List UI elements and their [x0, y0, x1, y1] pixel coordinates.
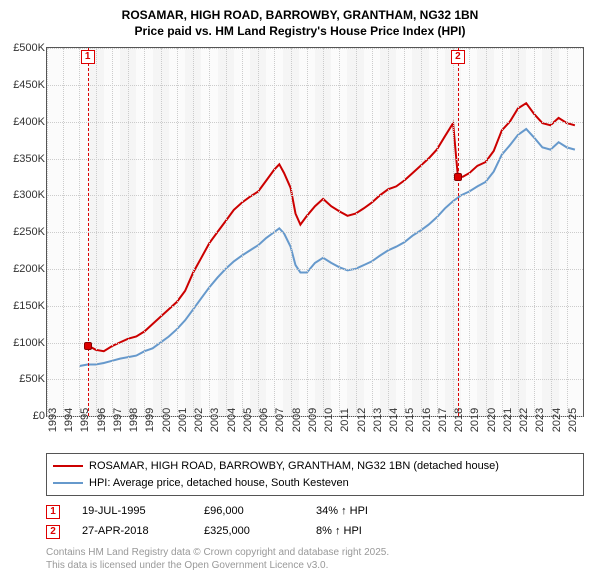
legend-item: HPI: Average price, detached house, Sout…: [53, 475, 577, 492]
y-axis-label: £50K: [19, 373, 45, 385]
y-axis-label: £100K: [13, 337, 45, 349]
x-axis-label: 2001: [177, 408, 189, 432]
y-axis-label: £300K: [13, 189, 45, 201]
marker-box: 1: [81, 50, 95, 64]
series-line: [80, 129, 575, 366]
x-axis-label: 2011: [339, 408, 351, 432]
x-axis-label: 2006: [258, 408, 270, 432]
footnote: Contains HM Land Registry data © Crown c…: [46, 546, 592, 572]
transaction-row: 2 27-APR-2018 £325,000 8% ↑ HPI: [46, 522, 592, 542]
y-axis-label: £200K: [13, 263, 45, 275]
transaction-note: 34% ↑ HPI: [316, 502, 368, 522]
x-axis-label: 2024: [551, 408, 563, 432]
x-axis-label: 2005: [242, 408, 254, 432]
x-axis-label: 2010: [323, 408, 335, 432]
y-axis-label: £350K: [13, 153, 45, 165]
legend-label: HPI: Average price, detached house, Sout…: [89, 475, 349, 492]
legend-label: ROSAMAR, HIGH ROAD, BARROWBY, GRANTHAM, …: [89, 458, 499, 475]
chart-subtitle: Price paid vs. HM Land Registry's House …: [8, 24, 592, 40]
x-axis-label: 1995: [79, 408, 91, 432]
plot-area: £0£50K£100K£150K£200K£250K£300K£350K£400…: [46, 47, 584, 417]
transaction-price: £325,000: [204, 522, 294, 542]
marker-box: 2: [451, 50, 465, 64]
x-axis-label: 1996: [96, 408, 108, 432]
transaction-date: 27-APR-2018: [82, 522, 182, 542]
transaction-id-box: 1: [46, 505, 60, 519]
x-axis-label: 2007: [274, 408, 286, 432]
footnote-line: This data is licensed under the Open Gov…: [46, 559, 592, 572]
x-axis-label: 2017: [437, 408, 449, 432]
y-axis-label: £500K: [13, 42, 45, 54]
legend: ROSAMAR, HIGH ROAD, BARROWBY, GRANTHAM, …: [46, 453, 584, 496]
x-axis-label: 2003: [209, 408, 221, 432]
x-axis-label: 2025: [567, 408, 579, 432]
x-axis-label: 1997: [112, 408, 124, 432]
legend-swatch: [53, 465, 83, 467]
x-axis-label: 2014: [388, 408, 400, 432]
transaction-note: 8% ↑ HPI: [316, 522, 362, 542]
x-axis-label: 1999: [144, 408, 156, 432]
x-axis-label: 2015: [404, 408, 416, 432]
x-axis-label: 2009: [307, 408, 319, 432]
transaction-table: 1 19-JUL-1995 £96,000 34% ↑ HPI 2 27-APR-2018…: [46, 502, 592, 542]
y-axis-label: £400K: [13, 116, 45, 128]
y-axis-label: £0: [33, 410, 45, 422]
legend-swatch: [53, 482, 83, 484]
x-axis-label: 2004: [226, 408, 238, 432]
data-point: [454, 173, 462, 181]
legend-item: ROSAMAR, HIGH ROAD, BARROWBY, GRANTHAM, …: [53, 458, 577, 475]
x-axis-label: 2019: [469, 408, 481, 432]
data-point: [84, 342, 92, 350]
x-axis-label: 2018: [453, 408, 465, 432]
x-axis-label: 2013: [372, 408, 384, 432]
chart-title: ROSAMAR, HIGH ROAD, BARROWBY, GRANTHAM, …: [8, 8, 592, 24]
footnote-line: Contains HM Land Registry data © Crown c…: [46, 546, 592, 559]
x-axis-label: 2020: [486, 408, 498, 432]
chart-container: ROSAMAR, HIGH ROAD, BARROWBY, GRANTHAM, …: [0, 0, 600, 560]
transaction-row: 1 19-JUL-1995 £96,000 34% ↑ HPI: [46, 502, 592, 522]
x-axis-label: 2002: [193, 408, 205, 432]
x-axis-label: 2000: [161, 408, 173, 432]
x-axis-label: 2023: [534, 408, 546, 432]
y-axis-label: £450K: [13, 79, 45, 91]
x-axis-label: 2008: [291, 408, 303, 432]
transaction-price: £96,000: [204, 502, 294, 522]
x-axis-label: 1998: [128, 408, 140, 432]
x-axis-label: 2012: [356, 408, 368, 432]
x-axis-label: 2016: [421, 408, 433, 432]
x-axis-label: 1994: [63, 408, 75, 432]
x-axis-label: 1993: [47, 408, 59, 432]
transaction-date: 19-JUL-1995: [82, 502, 182, 522]
x-axis-label: 2022: [518, 408, 530, 432]
y-axis-label: £150K: [13, 300, 45, 312]
transaction-id-box: 2: [46, 525, 60, 539]
y-axis-label: £250K: [13, 226, 45, 238]
x-axis-label: 2021: [502, 408, 514, 432]
